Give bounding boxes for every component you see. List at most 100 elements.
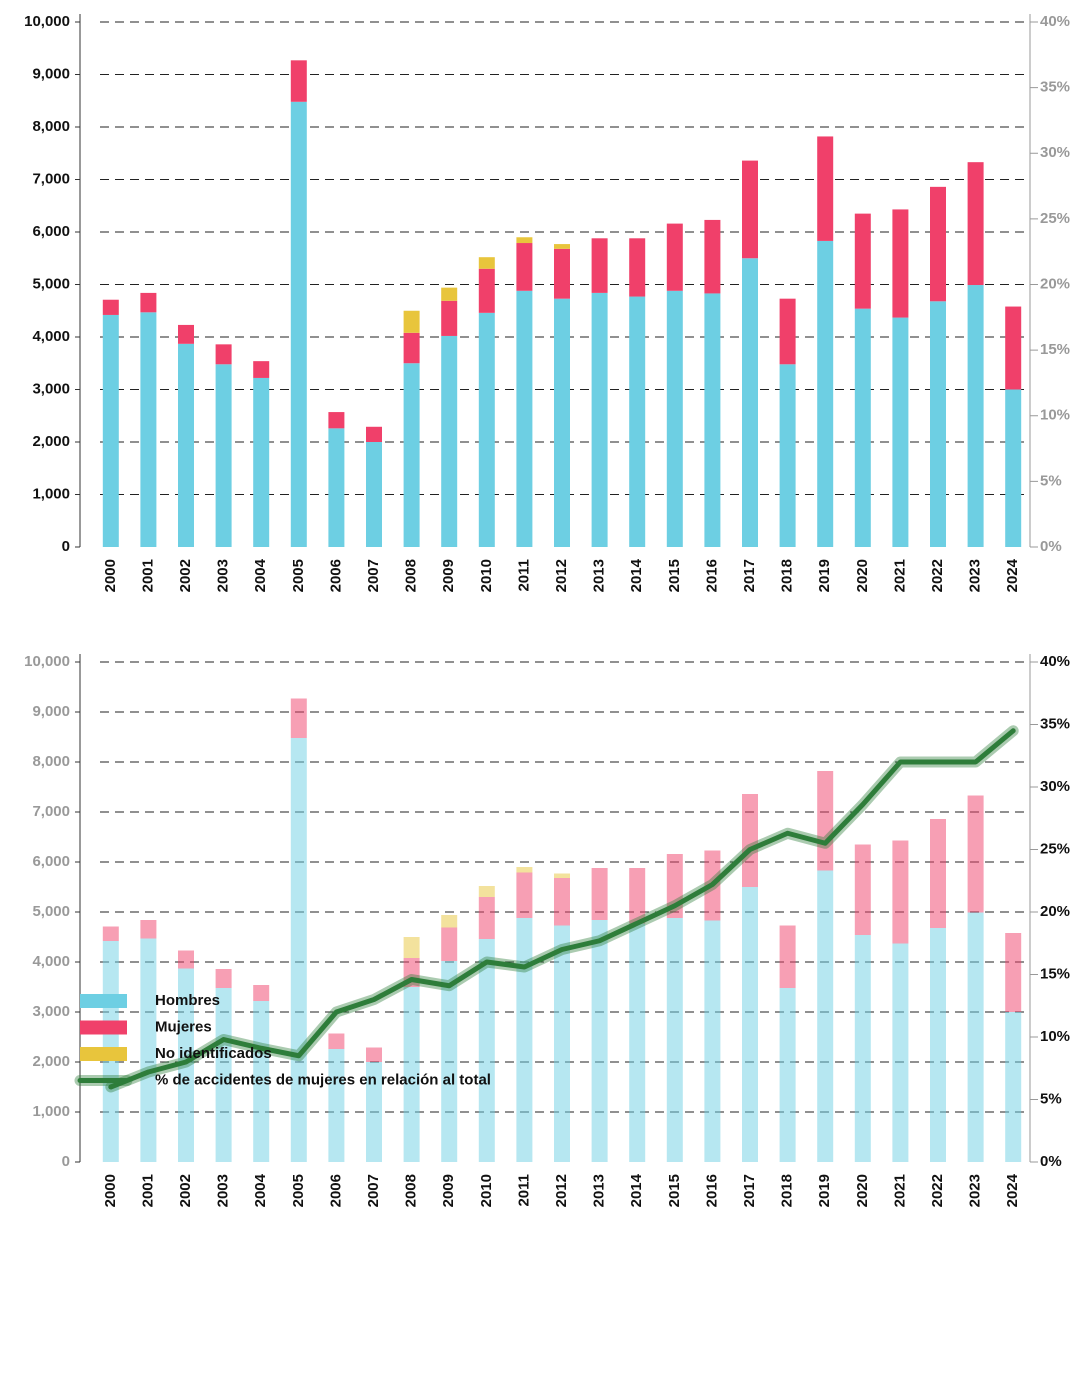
bar-segment xyxy=(253,1001,270,1162)
bar-segment xyxy=(666,290,683,547)
x-tick-label: 2016 xyxy=(703,559,720,592)
bar-segment xyxy=(140,920,157,939)
x-tick-label: 2000 xyxy=(102,559,119,592)
bar-segment xyxy=(629,923,646,1162)
bar-segment xyxy=(967,162,984,286)
x-tick-label: 2003 xyxy=(215,1174,232,1207)
y-tick-label: 8,000 xyxy=(32,753,70,770)
bar-segment xyxy=(178,343,194,547)
bar-segment xyxy=(403,363,420,547)
x-tick-label: 2013 xyxy=(591,559,608,592)
bar-segment xyxy=(892,840,909,944)
y-tick-label: 5,000 xyxy=(32,903,70,920)
bar-segment xyxy=(591,292,608,547)
x-tick-label: 2001 xyxy=(139,559,156,592)
legend-swatch xyxy=(80,994,127,1008)
bar-segment xyxy=(366,442,382,547)
y-tick-label: 3,000 xyxy=(32,380,70,397)
bar-segment xyxy=(478,886,495,897)
x-tick-label: 2020 xyxy=(854,559,871,592)
bar-segment xyxy=(253,377,270,547)
x-tick-label: 2009 xyxy=(440,1174,457,1207)
bar-segment xyxy=(140,292,157,313)
x-tick-label: 2023 xyxy=(967,559,984,592)
bar-segment xyxy=(554,244,570,249)
x-tick-label: 2006 xyxy=(327,1174,344,1207)
y2-tick-label: 0% xyxy=(1040,538,1062,555)
x-tick-label: 2012 xyxy=(553,559,570,592)
bar-segment xyxy=(817,136,834,241)
x-tick-label: 2003 xyxy=(215,559,232,592)
y2-tick-label: 40% xyxy=(1040,653,1070,670)
y-tick-label: 6,000 xyxy=(32,223,70,240)
bar-segment xyxy=(591,920,608,1162)
bar-segment xyxy=(1005,389,1022,547)
y2-tick-label: 30% xyxy=(1040,144,1070,161)
bar-segment xyxy=(779,925,796,988)
bar-segment xyxy=(967,912,984,1162)
bar-segment xyxy=(441,287,458,301)
x-tick-label: 2005 xyxy=(290,559,307,592)
bar-segment xyxy=(554,925,570,1162)
bar-segment xyxy=(554,248,570,299)
bar-segment xyxy=(441,961,458,1162)
y2-tick-label: 25% xyxy=(1040,840,1070,857)
y2-tick-label: 40% xyxy=(1040,13,1070,30)
bar-segment xyxy=(629,238,646,297)
bar-segment xyxy=(892,209,909,318)
bar-segment xyxy=(328,1033,345,1049)
bar-segment xyxy=(892,943,909,1162)
bar-segment xyxy=(742,887,758,1162)
legend-swatch xyxy=(80,1020,127,1035)
x-tick-label: 2010 xyxy=(478,1174,495,1207)
bar-segment xyxy=(403,987,420,1162)
y-tick-label: 4,000 xyxy=(32,328,70,345)
legend-swatch xyxy=(80,1047,127,1061)
y2-tick-label: 35% xyxy=(1040,79,1070,96)
y2-tick-label: 20% xyxy=(1040,903,1070,920)
bar-segment xyxy=(290,60,307,102)
x-tick-label: 2022 xyxy=(929,1174,946,1207)
bar-segment xyxy=(704,920,721,1162)
x-tick-label: 2005 xyxy=(290,1174,307,1207)
y-tick-label: 9,000 xyxy=(32,65,70,82)
x-tick-label: 2015 xyxy=(666,559,683,592)
x-tick-label: 2022 xyxy=(929,559,946,592)
bar-segment xyxy=(328,1049,345,1162)
legend-label: % de accidentes de mujeres en relación a… xyxy=(155,1071,491,1088)
bar-segment xyxy=(930,186,946,302)
bar-segment xyxy=(140,312,157,547)
bar-segment xyxy=(102,926,119,941)
bar-segment xyxy=(478,268,495,313)
chart: 0 1,000 2,000 3,000 4,000 5,000 6,000 7,000 8,00… xyxy=(24,653,1070,1207)
x-tick-label: 2024 xyxy=(1004,1173,1021,1207)
bar-segment xyxy=(290,101,307,548)
x-tick-label: 2009 xyxy=(440,559,457,592)
x-tick-label: 2019 xyxy=(816,559,833,592)
x-tick-label: 2014 xyxy=(628,558,645,592)
y2-tick-label: 30% xyxy=(1040,778,1070,795)
y-tick-label: 4,000 xyxy=(32,953,70,970)
x-tick-label: 2002 xyxy=(177,559,194,592)
x-tick-label: 2016 xyxy=(703,1174,720,1207)
bar-segment xyxy=(930,819,946,928)
x-tick-label: 2002 xyxy=(177,1174,194,1207)
bar-segment xyxy=(779,988,796,1162)
bar-segment xyxy=(178,950,194,969)
x-tick-label: 2019 xyxy=(816,1174,833,1207)
x-tick-label: 2018 xyxy=(779,559,796,592)
bar-segment xyxy=(892,317,909,547)
bar-segment xyxy=(366,426,382,442)
x-tick-label: 2017 xyxy=(741,1174,758,1207)
bar-segment xyxy=(253,361,270,378)
bar-segment xyxy=(215,969,232,988)
bar-segment xyxy=(478,257,495,269)
x-tick-label: 2013 xyxy=(591,1174,608,1207)
bar-segment xyxy=(1005,306,1022,390)
y2-tick-label: 10% xyxy=(1040,1028,1070,1045)
bar-segment xyxy=(930,301,946,547)
y2-tick-label: 25% xyxy=(1040,210,1070,227)
y-tick-label: 10,000 xyxy=(24,653,70,670)
x-tick-label: 2004 xyxy=(252,558,269,592)
y-tick-label: 0 xyxy=(62,1153,70,1170)
